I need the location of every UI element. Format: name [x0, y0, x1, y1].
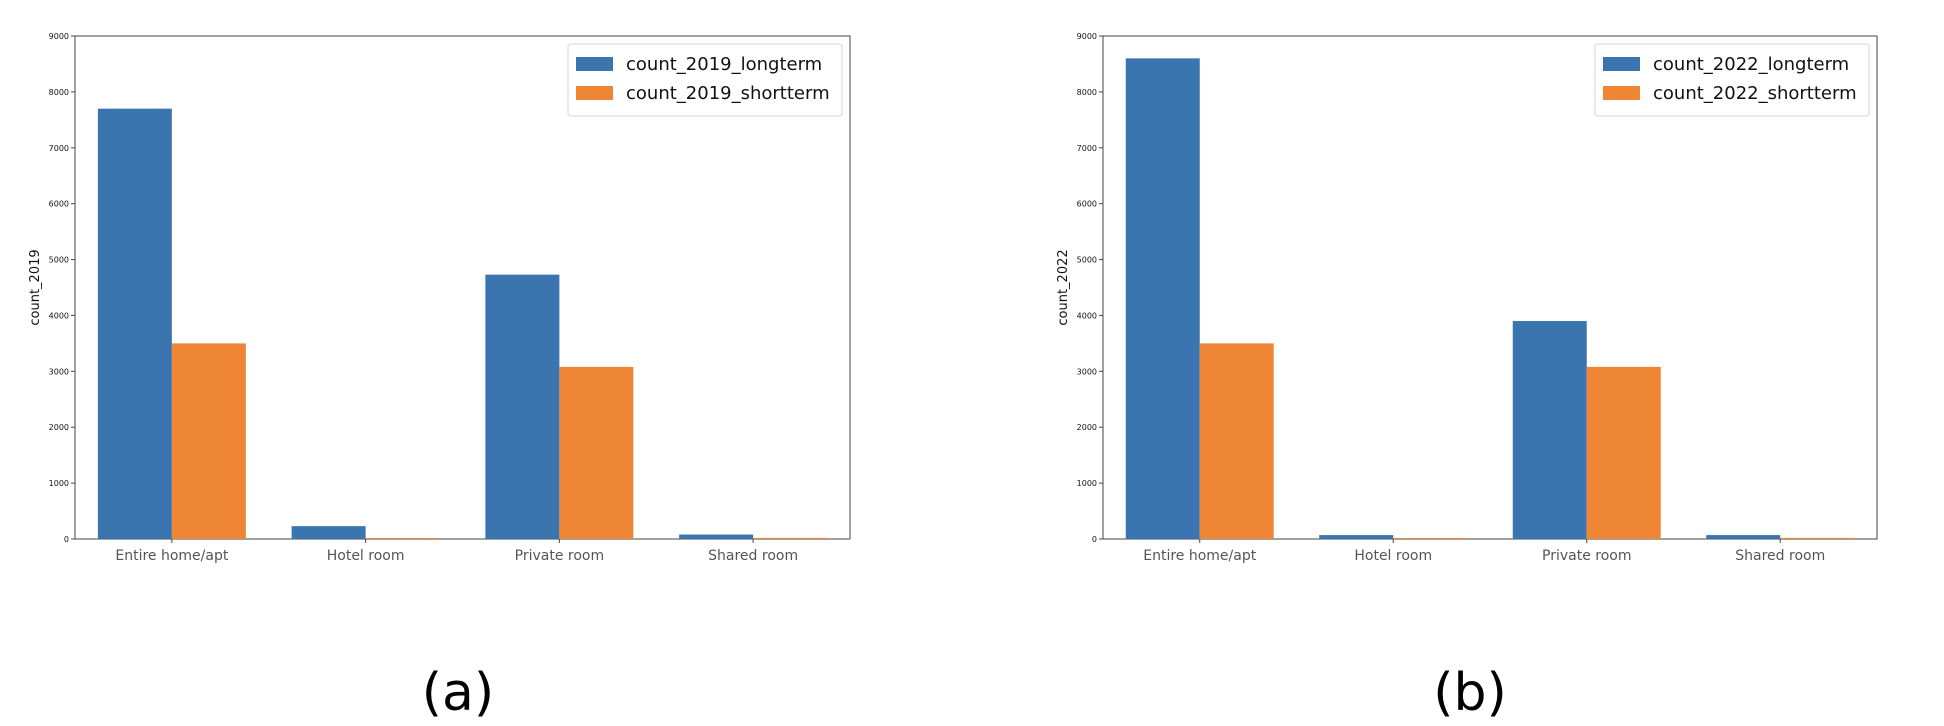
x-tick-label: Shared room [708, 548, 798, 564]
legend-box [1594, 43, 1870, 117]
y-tick-label: 8000 [49, 88, 69, 97]
x-tick-label: Private room [515, 548, 604, 564]
y-tick-label: 6000 [1077, 200, 1097, 209]
bar-count_2022_longterm [1512, 321, 1587, 539]
bar-count_2022_longterm [1125, 58, 1200, 539]
x-tick-label: Hotel room [327, 548, 405, 564]
legend-label: count_2019_shortterm [626, 83, 830, 104]
legend-label: count_2022_shortterm [1653, 83, 1857, 104]
legend-label: count_2019_longterm [626, 54, 822, 75]
plot-frame [1102, 35, 1878, 540]
y-tick-label: 2000 [49, 423, 69, 432]
y-tick-label: 2000 [1077, 423, 1097, 432]
x-tick-label: Shared room [1735, 548, 1825, 564]
y-axis-label: count_2019 [28, 249, 43, 325]
legend-box [567, 43, 843, 117]
y-tick-label: 7000 [49, 144, 69, 153]
legend-swatch [1603, 86, 1640, 100]
bar-count_2022_shortterm [1586, 366, 1661, 539]
bar-count_2022_longterm [1706, 535, 1781, 539]
y-tick-label: 9000 [49, 32, 69, 41]
x-tick-label: Entire home/apt [1143, 548, 1256, 564]
bar-count_2022_shortterm [1393, 538, 1468, 539]
plot-frame [74, 35, 851, 540]
bar-count_2019_shortterm [559, 366, 634, 539]
y-tick-label: 3000 [1077, 367, 1097, 376]
bar-count_2019_longterm [97, 108, 172, 540]
x-tick-label: Hotel room [1354, 548, 1432, 564]
y-axis-label: count_2022 [1056, 249, 1071, 325]
bar-count_2022_shortterm [1199, 343, 1274, 539]
bar-count_2019_shortterm [753, 537, 828, 539]
y-tick-label: 7000 [1077, 144, 1097, 153]
legend-swatch [576, 57, 613, 71]
legend-label: count_2022_longterm [1653, 54, 1849, 75]
bar-count_2022_longterm [1319, 535, 1394, 539]
y-tick-label: 8000 [1077, 88, 1097, 97]
legend-swatch [1603, 57, 1640, 71]
bar-count_2019_longterm [485, 274, 560, 539]
legend: count_2019_longterm count_2019_shortterm [567, 43, 843, 117]
legend: count_2022_longterm count_2022_shortterm [1594, 43, 1870, 117]
bar-count_2019_longterm [679, 534, 754, 539]
bar-count_2019_shortterm [171, 343, 246, 539]
y-tick-label: 5000 [49, 256, 69, 265]
y-tick-label: 5000 [1077, 256, 1097, 265]
y-tick-label: 9000 [1077, 32, 1097, 41]
legend-swatch [576, 86, 613, 100]
panel-label-a: (a) [422, 663, 494, 723]
x-tick-label: Private room [1542, 548, 1631, 564]
y-tick-label: 6000 [49, 200, 69, 209]
x-tick-label: Entire home/apt [115, 548, 228, 564]
y-tick-label: 4000 [1077, 311, 1097, 320]
y-tick-label: 0 [64, 535, 69, 544]
y-tick-label: 3000 [49, 367, 69, 376]
y-tick-label: 1000 [49, 479, 69, 488]
y-tick-label: 4000 [49, 311, 69, 320]
chart-panel-a: 0 1000 2000 3000 4000 5000 6000 7000 8000 9000 cou… [28, 32, 851, 564]
y-tick-label: 0 [1092, 535, 1097, 544]
y-tick-label: 1000 [1077, 479, 1097, 488]
chart-panel-b: 0 1000 2000 3000 4000 5000 6000 7000 8000 9000 cou… [1056, 32, 1878, 564]
bar-count_2022_shortterm [1780, 537, 1855, 539]
bar-count_2019_longterm [291, 526, 366, 539]
panel-label-b: (b) [1433, 663, 1507, 723]
bar-count_2019_shortterm [365, 538, 440, 539]
